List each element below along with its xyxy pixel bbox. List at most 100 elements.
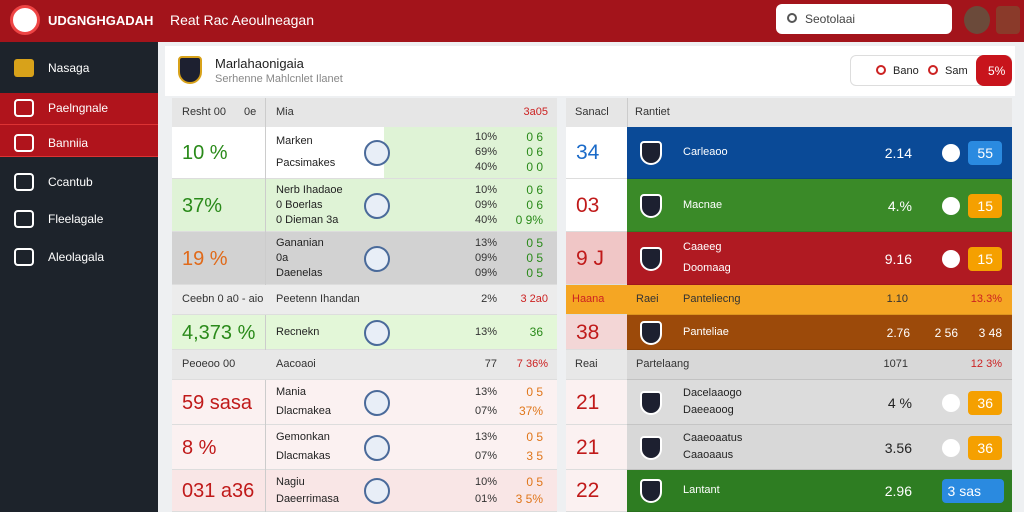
sidebar-icon <box>14 99 34 117</box>
row-stat: 3.56 <box>884 439 912 456</box>
row-cell <box>566 232 627 285</box>
row-band <box>627 380 1012 425</box>
row-name: Macnae <box>683 198 723 211</box>
row-stat: 2.76 <box>886 325 910 340</box>
row-stat: 2.96 <box>884 483 912 499</box>
sidebar-icon <box>14 210 34 228</box>
divider <box>265 232 266 285</box>
row-badge-text: 15 <box>977 197 993 214</box>
row-pct: 01% <box>474 492 497 505</box>
row-badge <box>968 390 1002 415</box>
row-cell <box>566 285 627 315</box>
row-pct: 07% <box>474 449 497 462</box>
row-cell <box>566 127 627 179</box>
search-text: Seotolaai <box>805 12 856 26</box>
section-cell: 3 2a0 <box>520 293 548 305</box>
sidebar-item[interactable]: Fleelagale <box>48 212 104 226</box>
column-header: 3a05 <box>523 106 548 118</box>
button[interactable]: Bano <box>893 65 919 77</box>
row-band <box>627 285 1012 315</box>
row-name: Doomaag <box>683 262 731 275</box>
section-cell: 2% <box>481 293 497 305</box>
row-val: 0 6 <box>526 182 543 197</box>
panel-subtitle: Serhenne Mahlcnlet Ilanet <box>215 73 343 85</box>
sidebar-icon <box>14 173 34 191</box>
divider <box>265 315 266 350</box>
subtitle: Reat Rac Aeoulneagan <box>170 12 314 28</box>
row-val: 0 5 <box>526 235 543 250</box>
sidebar-icon <box>14 134 34 152</box>
row-cell <box>566 380 627 425</box>
column-header: Sanacl <box>575 106 609 118</box>
team-icon <box>364 389 390 416</box>
row-main: 8 % <box>182 436 217 459</box>
row-pct: 09% <box>474 266 497 279</box>
row-name: Panteliae <box>683 325 729 338</box>
table-row <box>172 350 557 380</box>
button-icon <box>876 65 886 75</box>
row-stat: 2.14 <box>884 145 912 161</box>
section-cell: Peoeoo 00 <box>182 358 236 370</box>
row-stat: 4.% <box>887 197 912 214</box>
sidebar-item[interactable]: Paelngnale <box>48 101 109 115</box>
row-pct: 10% <box>474 183 497 196</box>
row-stat: 3 48 <box>978 325 1002 340</box>
section-cell: Raei <box>636 293 659 305</box>
table-row <box>172 285 557 315</box>
row-pct: 09% <box>474 251 497 264</box>
row-val: 0 5 <box>526 385 543 400</box>
section-cell: 12 3% <box>970 358 1002 370</box>
row-val: 0 0 <box>526 159 543 174</box>
row-pct: 13% <box>474 325 497 338</box>
row-pct: 13% <box>474 386 497 399</box>
row-line: 0 Boerlas <box>276 198 323 211</box>
row-badge <box>968 435 1002 460</box>
row-val: 0 5 <box>526 250 543 265</box>
divider <box>265 179 266 232</box>
badge <box>976 55 1012 86</box>
team-icon <box>364 434 390 461</box>
check <box>942 144 960 162</box>
row-pct: 10% <box>474 131 497 144</box>
section-cell: Haana <box>572 293 605 305</box>
row-name: Dacelaaogo <box>683 386 742 399</box>
team-icon <box>364 478 390 504</box>
section-cell: Partelaang <box>636 358 690 370</box>
panel-title: Marlahaonigaia <box>215 56 304 71</box>
row-val: 37% <box>518 403 543 418</box>
check <box>942 438 960 457</box>
row-number: 03 <box>576 193 600 217</box>
row-cell <box>566 470 627 512</box>
divider <box>265 127 266 179</box>
row-main: 031 a36 <box>182 480 255 502</box>
divider <box>265 380 266 425</box>
sidebar-icon <box>14 59 34 77</box>
row-name: Caaeeg <box>683 240 722 253</box>
sidebar-item[interactable]: Aleolagala <box>48 250 105 264</box>
section-cell: Panteliecng <box>683 293 741 305</box>
row-val: 0 5 <box>526 474 543 489</box>
row-main: 19 % <box>182 247 228 270</box>
row-name: Caaoaaus <box>683 449 734 462</box>
badge-text[interactable]: 5% <box>988 64 1006 78</box>
team-crest <box>640 390 662 415</box>
team-crest <box>640 320 662 345</box>
sidebar-item[interactable]: Nasaga <box>48 61 90 75</box>
section-cell: Ceebn 0 a0 - aio <box>182 293 264 305</box>
divider <box>627 98 628 127</box>
row-val: 3 5 <box>526 448 543 463</box>
row-val: 0 6 <box>526 145 543 159</box>
row-badge <box>968 193 1002 218</box>
search-box[interactable] <box>776 4 952 34</box>
table-row <box>172 179 557 232</box>
row-line: Recnekn <box>276 325 320 338</box>
row-cell <box>566 315 627 350</box>
table-header <box>566 98 1012 127</box>
sidebar-item[interactable]: Banniia <box>48 136 89 150</box>
button[interactable]: Sam <box>945 65 968 77</box>
sidebar-item[interactable]: Ccantub <box>48 175 93 189</box>
search-icon <box>787 13 797 23</box>
row-line: 0 Dieman 3a <box>276 213 339 226</box>
row-main: 37% <box>182 194 223 217</box>
